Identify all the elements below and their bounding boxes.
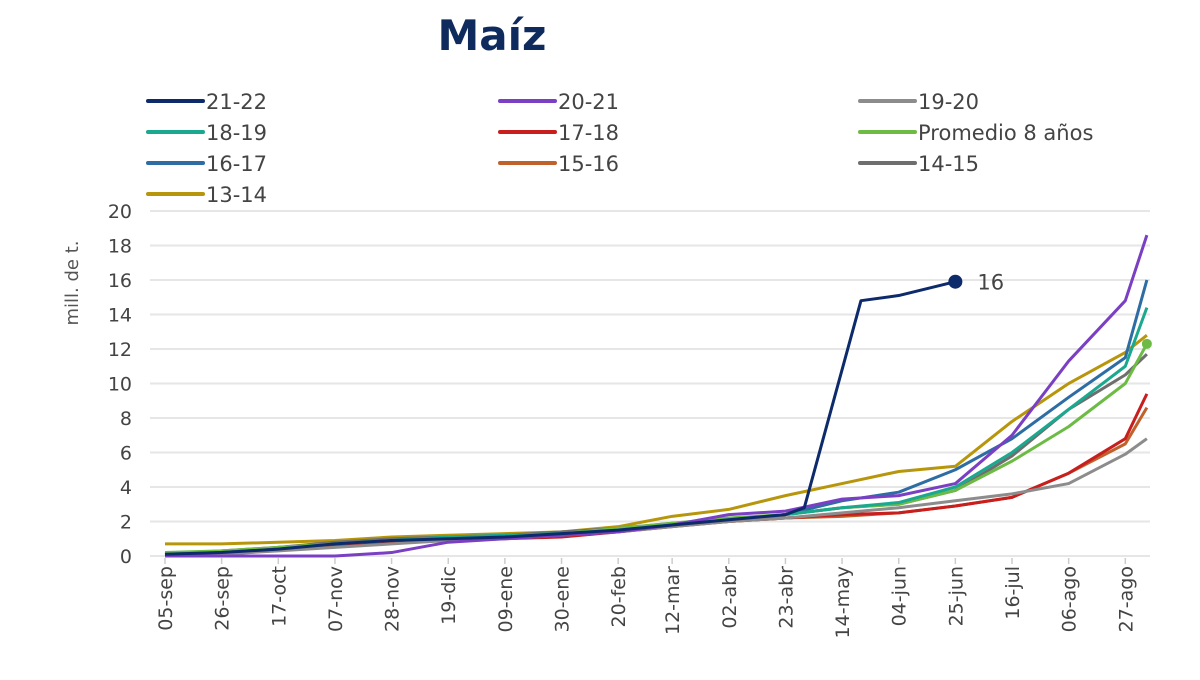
x-tick-label: 02-abr <box>719 566 741 629</box>
legend-item: 17-18 <box>498 121 619 145</box>
x-tick-label: 19-dic <box>438 566 460 625</box>
legend-item: 18-19 <box>146 121 267 145</box>
x-tick-label: 14-may <box>832 566 854 638</box>
legend-item: 20-21 <box>498 90 619 114</box>
x-tick-label: 27-ago <box>1115 566 1137 632</box>
y-tick-label: 0 <box>120 546 132 568</box>
chart-title: Maíz <box>438 11 547 60</box>
y-tick-label: 8 <box>120 408 132 430</box>
x-tick-label: 16-jul <box>1002 566 1024 620</box>
legend-label: 18-19 <box>206 121 267 145</box>
x-tick-label: 04-jun <box>889 566 911 626</box>
end-point-marker <box>948 274 963 289</box>
x-tick-label: 20-feb <box>608 566 630 627</box>
legend-item: Promedio 8 años <box>858 121 1093 145</box>
x-tick-label: 07-nov <box>325 566 347 632</box>
legend-label: 15-16 <box>558 152 619 176</box>
y-tick-label: 10 <box>108 374 132 396</box>
legend-item: 15-16 <box>498 152 619 176</box>
x-tick-label: 06-ago <box>1059 566 1081 632</box>
x-tick-label: 30-ene <box>552 566 574 632</box>
y-tick-label: 12 <box>108 339 132 361</box>
x-tick-label: 26-sep <box>212 566 234 631</box>
legend-label: Promedio 8 años <box>918 121 1093 145</box>
x-tick-label: 09-ene <box>495 566 517 632</box>
y-tick-label: 18 <box>108 236 132 258</box>
end-point-marker <box>1141 338 1152 349</box>
y-tick-label: 2 <box>120 512 132 534</box>
legend-label: 16-17 <box>206 152 267 176</box>
legend-item: 13-14 <box>146 183 267 207</box>
legend-label: 14-15 <box>918 152 979 176</box>
legend-label: 13-14 <box>206 183 267 207</box>
y-axis-label: mill. de t. <box>62 241 83 326</box>
y-tick-label: 4 <box>120 477 132 499</box>
y-tick-label: 14 <box>108 305 132 327</box>
legend-label: 19-20 <box>918 90 979 114</box>
legend-item: 14-15 <box>858 152 979 176</box>
series-line-13-14 <box>165 334 1148 546</box>
legend-label: 21-22 <box>206 90 267 114</box>
y-tick-label: 16 <box>108 270 132 292</box>
x-tick-label: 17-oct <box>268 566 290 627</box>
series-line-21-22 <box>164 280 956 556</box>
x-tick-label: 28-nov <box>382 566 404 632</box>
legend-item: 19-20 <box>858 90 979 114</box>
legend-item: 21-22 <box>146 90 267 114</box>
x-tick-label: 05-sep <box>155 566 177 631</box>
data-label: 16 <box>977 271 1004 295</box>
y-tick-label: 20 <box>108 201 132 223</box>
series-line-19-20 <box>164 437 1148 558</box>
x-tick-label: 12-mar <box>662 566 684 635</box>
x-tick-label: 23-abr <box>775 566 797 629</box>
legend-item: 16-17 <box>146 152 267 176</box>
x-tick-label: 25-jun <box>945 566 967 626</box>
legend-label: 17-18 <box>558 121 619 145</box>
y-tick-label: 6 <box>120 443 132 465</box>
legend-label: 20-21 <box>558 90 619 114</box>
